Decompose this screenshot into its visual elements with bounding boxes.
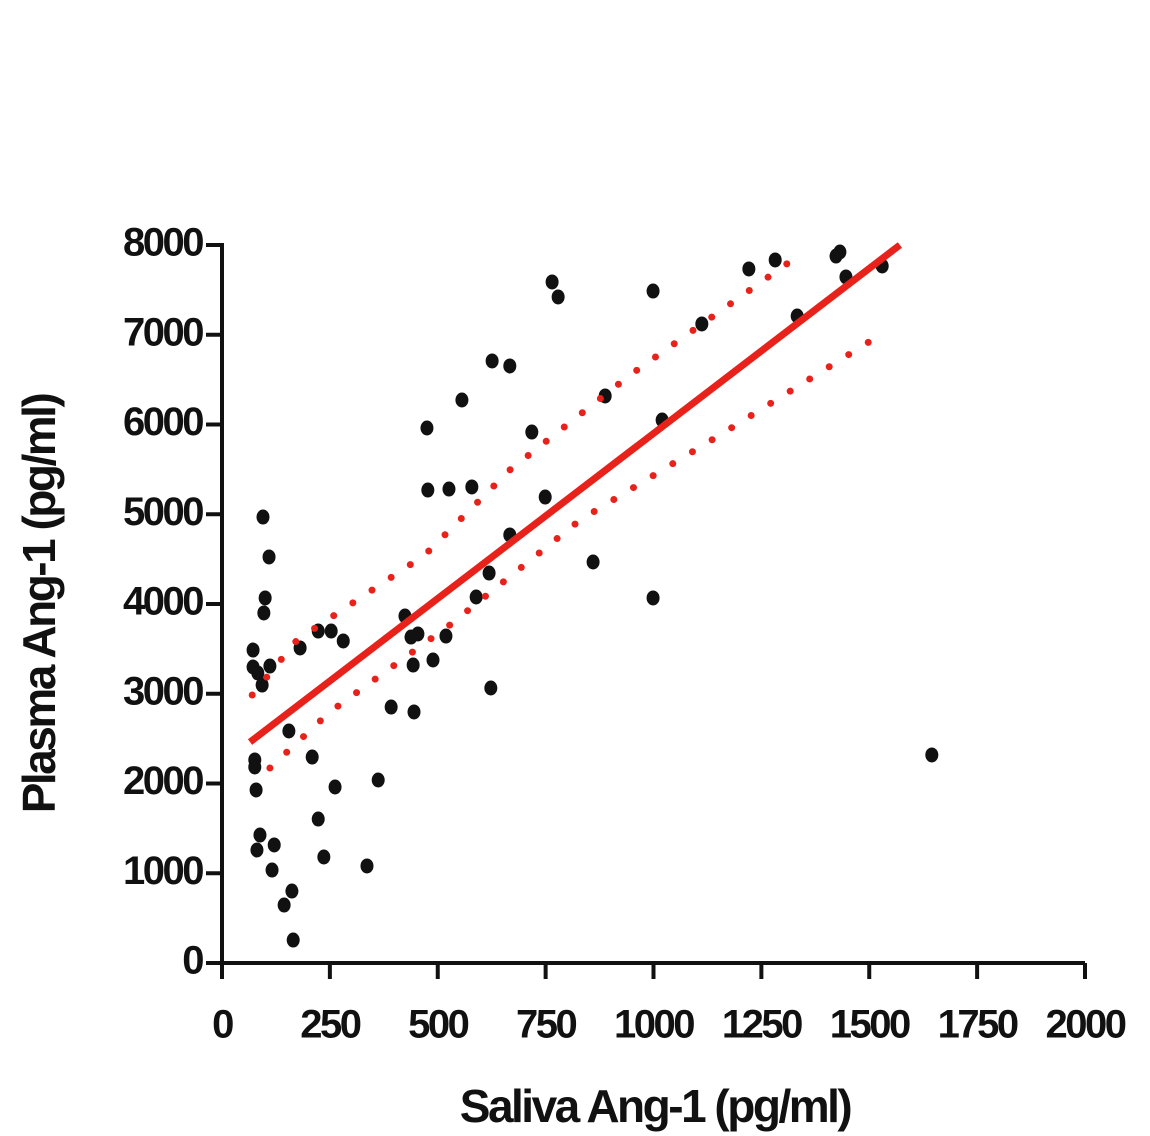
x-tick-label: 1500 [830, 1003, 910, 1047]
y-tick-label: 8000 [123, 221, 203, 265]
data-point [551, 289, 565, 305]
x-tick-label: 250 [300, 1003, 360, 1047]
confidence-band [248, 254, 799, 699]
data-point [925, 747, 939, 763]
data-point [311, 811, 325, 827]
data-point [371, 772, 385, 788]
data-point [465, 479, 479, 495]
y-tick-label: 1000 [123, 849, 203, 893]
data-point [282, 723, 296, 739]
y-axis-title: Plasma Ang-1 (pg/ml) [13, 394, 65, 814]
data-point [455, 392, 469, 408]
data-point [267, 837, 281, 853]
data-point [250, 842, 264, 858]
x-tick-label: 0 [212, 1003, 233, 1047]
x-axis-title: Saliva Ang-1 (pg/ml) [460, 1080, 852, 1132]
y-tick-label: 4000 [123, 580, 203, 624]
data-point [484, 680, 498, 696]
data-point [439, 628, 453, 644]
data-point [833, 244, 847, 260]
x-tick-label: 500 [408, 1003, 468, 1047]
data-point [586, 554, 600, 570]
data-point [328, 779, 342, 795]
data-point [768, 252, 782, 268]
x-tick-label: 2000 [1046, 1003, 1126, 1047]
data-point [538, 489, 552, 505]
data-point [420, 420, 434, 436]
confidence-band [266, 331, 884, 772]
data-point [251, 665, 265, 681]
data-point [286, 932, 300, 948]
data-point [525, 424, 539, 440]
data-point [256, 509, 270, 525]
y-tick-label: 6000 [123, 400, 203, 444]
data-point [442, 481, 456, 497]
data-point [262, 549, 276, 565]
data-point [257, 605, 271, 621]
y-tick-label: 2000 [123, 759, 203, 803]
data-point [406, 657, 420, 673]
data-point [336, 633, 350, 649]
data-point [263, 658, 277, 674]
x-tick-label: 750 [516, 1003, 576, 1047]
data-point [411, 626, 425, 642]
data-point [305, 749, 319, 765]
data-point [407, 704, 421, 720]
data-point [646, 590, 660, 606]
data-point [360, 858, 374, 874]
data-point [485, 353, 499, 369]
data-point [277, 897, 291, 913]
data-point [258, 590, 272, 606]
data-point [265, 862, 279, 878]
data-point [255, 677, 269, 693]
data-point [249, 782, 263, 798]
data-point [248, 759, 262, 775]
x-tick-label: 1750 [938, 1003, 1018, 1047]
x-tick-label: 1250 [722, 1003, 802, 1047]
data-point [246, 642, 260, 658]
y-tick-label: 0 [182, 939, 203, 983]
y-tick-label: 3000 [123, 669, 203, 713]
x-tick-label: 1000 [614, 1003, 694, 1047]
data-point [324, 623, 338, 639]
data-point [646, 283, 660, 299]
data-point [317, 849, 331, 865]
data-point [285, 883, 299, 899]
y-tick-label: 5000 [123, 490, 203, 534]
fit-line [247, 242, 903, 745]
data-point [545, 274, 559, 290]
y-tick-label: 7000 [123, 310, 203, 354]
data-point [421, 482, 435, 498]
data-point [695, 316, 709, 332]
data-point [742, 261, 756, 277]
data-point [384, 699, 398, 715]
data-point [503, 358, 517, 374]
data-point [482, 565, 496, 581]
data-point [426, 652, 440, 668]
data-point [469, 589, 483, 605]
data-point [253, 827, 267, 843]
